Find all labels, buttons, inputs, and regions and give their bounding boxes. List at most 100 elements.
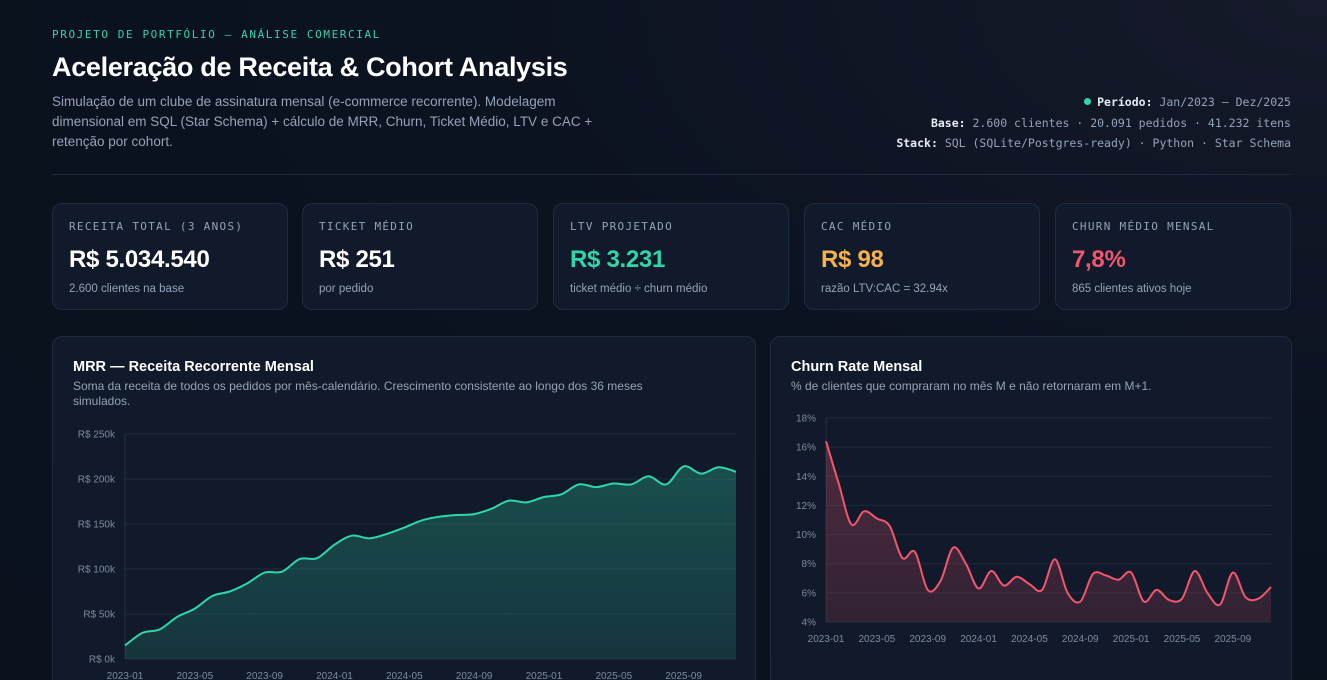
churn-y-tick-label: 18% xyxy=(796,414,816,425)
churn-data-point xyxy=(821,436,831,446)
mrr-x-tick-label: 2025-05 xyxy=(595,671,632,680)
mrr-desc-line-2: simulados. xyxy=(73,394,131,408)
churn-x-tick-label: 2024-09 xyxy=(1062,634,1099,645)
eyebrow-label: PROJETO DE PORTFÓLIO — ANÁLISE COMERCIAL xyxy=(52,28,381,41)
kpi-label: CAC MÉDIO xyxy=(821,220,893,233)
mrr-series-line xyxy=(124,465,737,647)
kpi-label: TICKET MÉDIO xyxy=(319,220,415,233)
mrr-data-point xyxy=(120,641,130,651)
mrr-data-point xyxy=(417,515,427,525)
meta-stack-label: Stack: xyxy=(896,136,938,150)
mrr-data-point xyxy=(731,467,741,477)
churn-chart-title: Churn Rate Mensal xyxy=(791,359,923,375)
churn-x-tick-label: 2024-05 xyxy=(1011,634,1048,645)
mrr-data-point xyxy=(242,578,252,588)
mrr-x-tick-label: 2023-09 xyxy=(246,671,283,680)
kpi-card-ticket-medio: TICKET MÉDIO R$ 251 por pedido xyxy=(302,203,538,310)
mrr-data-point xyxy=(609,479,619,489)
churn-data-point xyxy=(935,576,945,586)
mrr-data-point xyxy=(312,553,322,563)
kpi-label: LTV PROJETADO xyxy=(570,220,673,233)
mrr-y-tick-label: R$ 200k xyxy=(78,475,116,486)
churn-chart-panel: Churn Rate Mensal % de clientes que comp… xyxy=(770,336,1292,680)
status-dot-icon xyxy=(1084,98,1092,105)
kpi-subtext: razão LTV:CAC = 32.94x xyxy=(821,283,948,295)
churn-chart: 4% 6% 8% 10% 12% 14% 16% 18% 2023-01 2023-05 2023-… xyxy=(796,414,1272,645)
kpi-value: 7,8% xyxy=(1072,246,1126,273)
kpi-card-cac-medio: CAC MÉDIO R$ 98 razão LTV:CAC = 32.94x xyxy=(804,203,1040,310)
mrr-data-point xyxy=(487,504,497,514)
churn-area-fill xyxy=(826,441,1271,622)
mrr-data-point xyxy=(260,568,270,578)
churn-x-tick-label: 2023-01 xyxy=(808,634,845,645)
mrr-chart-description: Soma da receita de todos os pedidos por … xyxy=(73,379,643,409)
churn-y-tick-label: 8% xyxy=(802,559,817,570)
mrr-x-tick-label: 2023-01 xyxy=(107,671,144,680)
churn-x-tick-label: 2023-05 xyxy=(859,634,896,645)
churn-data-point xyxy=(1241,592,1251,602)
mrr-data-point xyxy=(434,512,444,522)
meta-base: Base: 2.600 clientes · 20.091 pedidos · … xyxy=(896,113,1291,134)
kpi-value: R$ 98 xyxy=(821,246,884,273)
mrr-x-tick-label: 2024-05 xyxy=(386,671,423,680)
churn-data-point xyxy=(1190,566,1200,576)
kpi-value: R$ 251 xyxy=(319,246,395,273)
churn-data-point xyxy=(1024,579,1034,589)
churn-data-point xyxy=(1177,594,1187,604)
churn-data-point xyxy=(1126,567,1136,577)
mrr-data-point xyxy=(329,540,339,550)
kpi-subtext: 865 clientes ativos hoje xyxy=(1072,283,1192,295)
mrr-data-point xyxy=(190,604,200,614)
churn-y-tick-label: 12% xyxy=(796,501,816,512)
mrr-chart: R$ 0k R$ 50k R$ 100k R$ 150k R$ 200k R$ 250k 2… xyxy=(78,430,741,680)
churn-data-point xyxy=(986,566,996,576)
mrr-data-point xyxy=(644,471,654,481)
churn-series-line xyxy=(825,441,1272,607)
mrr-y-tick-label: R$ 50k xyxy=(83,610,116,621)
kpi-card-churn-medio: CHURN MÉDIO MENSAL 7,8% 865 clientes ati… xyxy=(1055,203,1291,310)
churn-data-point xyxy=(1139,597,1149,607)
churn-data-point xyxy=(885,521,895,531)
churn-data-point xyxy=(1113,575,1123,585)
churn-y-tick-label: 4% xyxy=(802,618,817,629)
mrr-data-point xyxy=(277,567,287,577)
meta-base-value: 2.600 clientes · 20.091 pedidos · 41.232… xyxy=(972,115,1292,130)
mrr-data-point xyxy=(556,489,566,499)
churn-y-tick-label: 10% xyxy=(796,530,816,541)
mrr-data-point xyxy=(295,554,305,564)
churn-data-point xyxy=(1202,588,1212,598)
churn-x-tick-label: 2025-09 xyxy=(1215,634,1252,645)
churn-data-point xyxy=(948,543,958,553)
kpi-subtext: 2.600 clientes na base xyxy=(69,283,185,295)
mrr-x-tick-label: 2025-01 xyxy=(526,671,563,680)
mrr-data-point xyxy=(172,612,182,622)
mrr-data-point xyxy=(539,492,549,502)
mrr-data-point xyxy=(469,509,479,519)
churn-data-point xyxy=(1075,597,1085,607)
mrr-area-fill xyxy=(125,466,736,659)
churn-data-point xyxy=(1101,570,1111,580)
page-title: Aceleração de Receita & Cohort Analysis xyxy=(52,52,568,82)
meta-periodo-label: Período: xyxy=(1097,95,1153,109)
churn-data-point xyxy=(923,585,933,595)
churn-data-point xyxy=(1164,595,1174,605)
kpi-label: RECEITA TOTAL (3 ANOS) xyxy=(69,220,244,233)
header-divider xyxy=(52,174,1291,175)
mrr-data-point xyxy=(364,533,374,543)
churn-y-tick-label: 14% xyxy=(796,472,816,483)
churn-data-point xyxy=(974,583,984,593)
churn-data-point xyxy=(1152,585,1162,595)
churn-data-point xyxy=(910,547,920,557)
meta-stack: Stack: SQL (SQLite/Postgres-ready) · Pyt… xyxy=(896,133,1291,154)
mrr-data-point xyxy=(626,479,636,489)
churn-data-point xyxy=(872,514,882,524)
mrr-y-tick-label: R$ 0k xyxy=(89,655,116,666)
churn-data-point xyxy=(1088,569,1098,579)
churn-data-point xyxy=(961,559,971,569)
churn-data-point xyxy=(846,519,856,529)
mrr-data-point xyxy=(137,628,147,638)
mrr-desc-line-1: Soma da receita de todos os pedidos por … xyxy=(73,379,643,393)
churn-x-tick-label: 2025-01 xyxy=(1113,634,1150,645)
mrr-chart-title: MRR — Receita Recorrente Mensal xyxy=(73,359,314,375)
mrr-data-point xyxy=(382,529,392,539)
